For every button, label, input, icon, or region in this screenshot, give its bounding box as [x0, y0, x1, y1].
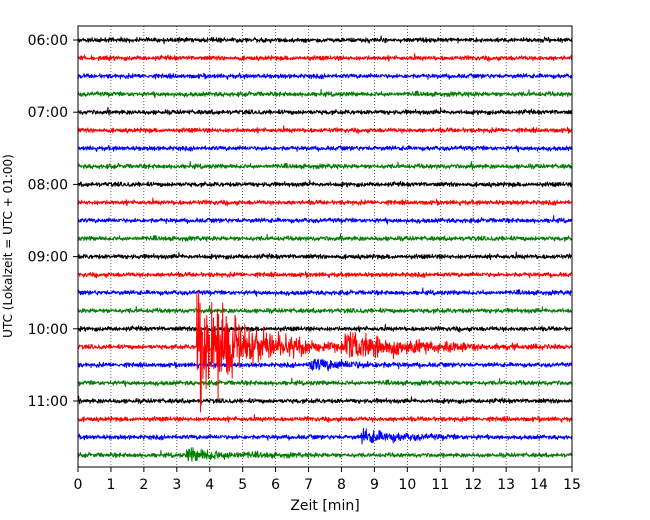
- x-tick-label: 14: [530, 477, 548, 493]
- trace-0900: [77, 251, 573, 261]
- y-tick-label: 08:00: [28, 177, 68, 193]
- trace-0915: [77, 271, 573, 279]
- y-axis-label: UTC (Lokalzeit = UTC + 01:00): [1, 154, 15, 338]
- y-tick-label: 11:00: [28, 394, 68, 410]
- trace-1115: [77, 414, 573, 423]
- plot-frame: [77, 25, 573, 468]
- trace-1145: [77, 447, 573, 462]
- trace-1045: [77, 377, 573, 387]
- trace-0945: [77, 305, 573, 315]
- x-tick-label: 9: [370, 477, 379, 493]
- x-tick-label: 10: [398, 477, 416, 493]
- x-tick-label: 11: [431, 477, 449, 493]
- trace-0715: [77, 125, 573, 135]
- x-tick-label: 3: [172, 477, 181, 493]
- x-axis: 0 1 2 3 4 5 6 7 8 9 10 11 12 13 14 15: [74, 467, 581, 493]
- trace-0845: [77, 233, 573, 242]
- x-tick-label: 13: [497, 477, 515, 493]
- trace-1100: [77, 395, 573, 405]
- trace-0645: [77, 88, 573, 99]
- trace-0600: [77, 35, 573, 45]
- x-axis-label: Zeit [min]: [290, 498, 359, 514]
- y-axis: 06:00 07:00 08:00 09:00 10:00 11:00: [28, 33, 78, 410]
- x-tick-label: 4: [205, 477, 214, 493]
- trace-1130: [77, 427, 573, 445]
- x-tick-label: 0: [74, 477, 83, 493]
- trace-0830: [77, 215, 573, 225]
- trace-0800: [77, 179, 573, 188]
- x-tick-label: 15: [563, 477, 581, 493]
- x-tick-label: 1: [106, 477, 115, 493]
- y-tick-label: 07:00: [28, 105, 68, 121]
- trace-0745: [77, 161, 573, 170]
- trace-0730: [77, 144, 573, 153]
- trace-layer: [77, 35, 573, 462]
- x-tick-label: 12: [464, 477, 482, 493]
- x-tick-label: 7: [304, 477, 313, 493]
- y-tick-label: 06:00: [28, 33, 68, 49]
- y-tick-label: 10:00: [28, 322, 68, 338]
- trace-0930: [77, 287, 573, 297]
- x-tick-label: 8: [337, 477, 346, 493]
- y-tick-label: 09:00: [28, 250, 68, 266]
- trace-1030: [77, 358, 573, 372]
- trace-0630: [77, 72, 573, 80]
- trace-0700: [77, 106, 573, 116]
- trace-1000: [77, 323, 573, 333]
- x-tick-label: 6: [271, 477, 280, 493]
- trace-0615: [77, 53, 573, 62]
- trace-0815: [77, 197, 573, 207]
- x-tick-label: 5: [238, 477, 247, 493]
- x-tick-label: 2: [139, 477, 148, 493]
- trace-1015: [77, 292, 573, 413]
